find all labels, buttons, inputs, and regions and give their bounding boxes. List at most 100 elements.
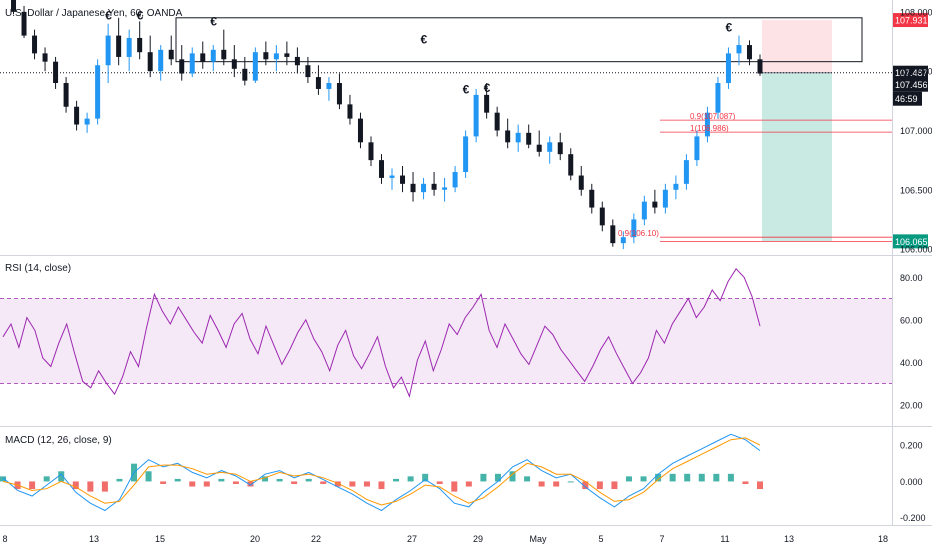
candle-body: [168, 49, 174, 60]
candle-body: [137, 37, 143, 53]
macd-histogram-bar: [0, 476, 6, 482]
candle[interactable]: [273, 45, 279, 72]
candle[interactable]: [53, 56, 59, 89]
candle-body: [357, 118, 363, 143]
candle[interactable]: [231, 45, 237, 78]
candle[interactable]: [32, 29, 38, 60]
candle[interactable]: [757, 54, 763, 76]
candle[interactable]: [410, 171, 416, 202]
time-tick-label: 20: [250, 534, 260, 544]
candle[interactable]: [463, 130, 469, 178]
candle-body: [305, 65, 311, 78]
macd-histogram-bar: [655, 473, 662, 482]
candle[interactable]: [442, 177, 448, 202]
candle[interactable]: [715, 77, 721, 119]
candle[interactable]: [557, 132, 563, 161]
macd-histogram-bar: [422, 473, 429, 482]
candle[interactable]: [589, 183, 595, 214]
macd-histogram-bar: [305, 478, 312, 482]
candle[interactable]: [421, 177, 427, 200]
candle[interactable]: [673, 175, 679, 200]
candle[interactable]: [189, 47, 195, 78]
candle-body: [431, 183, 437, 190]
candle[interactable]: [431, 171, 437, 196]
candle[interactable]: [63, 77, 69, 113]
candle[interactable]: [641, 195, 647, 226]
candle[interactable]: [252, 47, 258, 84]
candle[interactable]: [494, 106, 500, 137]
candle[interactable]: [578, 166, 584, 196]
candle[interactable]: [315, 65, 321, 95]
candle[interactable]: [137, 21, 143, 60]
candle[interactable]: [210, 45, 216, 72]
candle[interactable]: [336, 73, 342, 110]
candle[interactable]: [652, 189, 658, 214]
resistance-box[interactable]: [175, 17, 863, 63]
candle[interactable]: [21, 5, 27, 38]
candle[interactable]: [221, 29, 227, 66]
candle[interactable]: [294, 47, 300, 74]
candle[interactable]: [242, 56, 248, 86]
candle[interactable]: [326, 77, 332, 101]
time-tick-label: 27: [407, 534, 417, 544]
candle[interactable]: [452, 166, 458, 193]
fib-label: 0.9(106.10): [618, 229, 659, 238]
candle-body: [294, 56, 300, 66]
candle[interactable]: [42, 47, 48, 72]
candle[interactable]: [547, 136, 553, 164]
candle[interactable]: [389, 168, 395, 190]
candle[interactable]: [484, 83, 490, 119]
candle[interactable]: [610, 219, 616, 247]
candle[interactable]: [400, 166, 406, 193]
candle[interactable]: [11, 0, 17, 15]
candle[interactable]: [126, 29, 132, 72]
candle[interactable]: [694, 130, 700, 167]
candle[interactable]: [526, 124, 532, 149]
candle[interactable]: [515, 124, 521, 152]
stop-zone[interactable]: [762, 20, 832, 73]
macd-histogram-bar: [524, 476, 531, 482]
candle[interactable]: [379, 154, 384, 184]
candle-body: [32, 35, 38, 54]
candle[interactable]: [662, 183, 668, 214]
signal-line[interactable]: [2, 437, 761, 506]
candle[interactable]: [599, 201, 605, 232]
candle[interactable]: [200, 41, 206, 69]
candle[interactable]: [746, 40, 752, 66]
candle[interactable]: [95, 59, 101, 125]
macd-line[interactable]: [2, 433, 761, 512]
candle[interactable]: [179, 45, 185, 81]
macd-histogram-bar: [553, 481, 560, 487]
rsi-line[interactable]: [2, 267, 761, 398]
candle[interactable]: [284, 41, 290, 66]
candle[interactable]: [568, 148, 574, 181]
candle[interactable]: [368, 136, 374, 167]
candle[interactable]: [473, 88, 479, 143]
candle-body: [74, 106, 80, 125]
candle[interactable]: [74, 100, 80, 131]
candle[interactable]: [357, 112, 363, 149]
candle-series[interactable]: [1, 0, 763, 250]
candle-body: [442, 187, 448, 190]
candle[interactable]: [158, 45, 164, 81]
candle[interactable]: [84, 112, 90, 133]
candle[interactable]: [736, 35, 742, 66]
target-zone[interactable]: [762, 72, 832, 242]
candle[interactable]: [305, 56, 311, 84]
candle[interactable]: [105, 23, 111, 84]
candle[interactable]: [116, 17, 122, 66]
candle-body: [673, 183, 679, 190]
candle[interactable]: [631, 213, 637, 244]
candle[interactable]: [704, 106, 710, 143]
candle[interactable]: [263, 41, 269, 66]
candle[interactable]: [147, 35, 153, 78]
candle[interactable]: [347, 94, 353, 125]
candle[interactable]: [725, 47, 731, 89]
candle[interactable]: [505, 118, 511, 149]
candle[interactable]: [683, 154, 689, 190]
candle[interactable]: [536, 130, 542, 157]
candle-body: [620, 237, 626, 244]
candle[interactable]: [168, 35, 174, 66]
candle[interactable]: [620, 231, 626, 250]
